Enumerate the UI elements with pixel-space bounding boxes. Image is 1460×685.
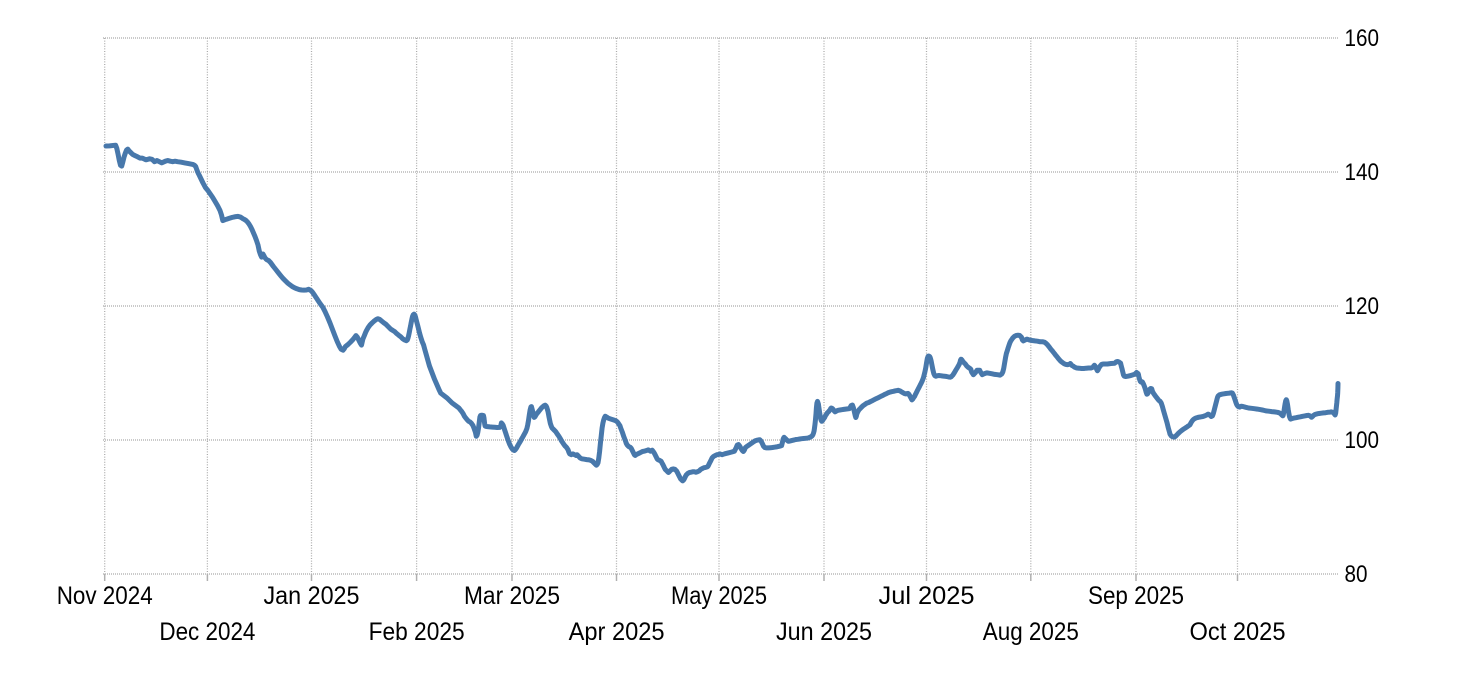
svg-text:Jun 2025: Jun 2025: [776, 618, 872, 646]
svg-text:Jan 2025: Jan 2025: [264, 582, 360, 610]
svg-text:Feb 2025: Feb 2025: [369, 618, 465, 646]
svg-text:Nov 2024: Nov 2024: [57, 582, 153, 610]
svg-text:Jul 2025: Jul 2025: [879, 582, 975, 610]
svg-text:Aug 2025: Aug 2025: [983, 618, 1079, 646]
svg-text:May 2025: May 2025: [671, 582, 767, 610]
svg-text:Mar 2025: Mar 2025: [464, 582, 560, 610]
svg-text:140: 140: [1345, 159, 1380, 186]
svg-text:Oct 2025: Oct 2025: [1190, 618, 1286, 646]
svg-text:160: 160: [1345, 25, 1380, 52]
svg-text:100: 100: [1345, 427, 1380, 454]
svg-text:120: 120: [1345, 293, 1380, 320]
svg-text:Dec 2024: Dec 2024: [159, 618, 255, 646]
svg-text:80: 80: [1345, 561, 1368, 588]
svg-text:Apr 2025: Apr 2025: [569, 618, 665, 646]
svg-text:Sep 2025: Sep 2025: [1088, 582, 1184, 610]
